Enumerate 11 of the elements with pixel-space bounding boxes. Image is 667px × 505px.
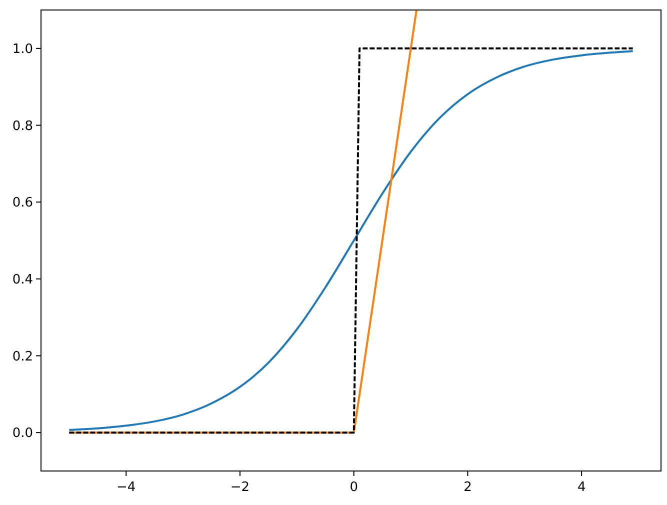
y-tick-label: 0.2 <box>12 349 33 364</box>
y-tick-label: 0.0 <box>12 426 33 442</box>
x-tick-label: 0 <box>350 480 358 495</box>
x-tick-label: 4 <box>577 480 586 495</box>
y-tick-label: 0.4 <box>12 272 33 288</box>
y-tick-label: 1.0 <box>12 42 33 57</box>
y-tick-label: 0.8 <box>12 118 33 134</box>
x-tick-label: 2 <box>464 480 472 495</box>
x-tick-label: −2 <box>230 480 250 495</box>
y-tick-label: 0.6 <box>12 196 33 211</box>
x-tick-label: −4 <box>116 480 136 495</box>
